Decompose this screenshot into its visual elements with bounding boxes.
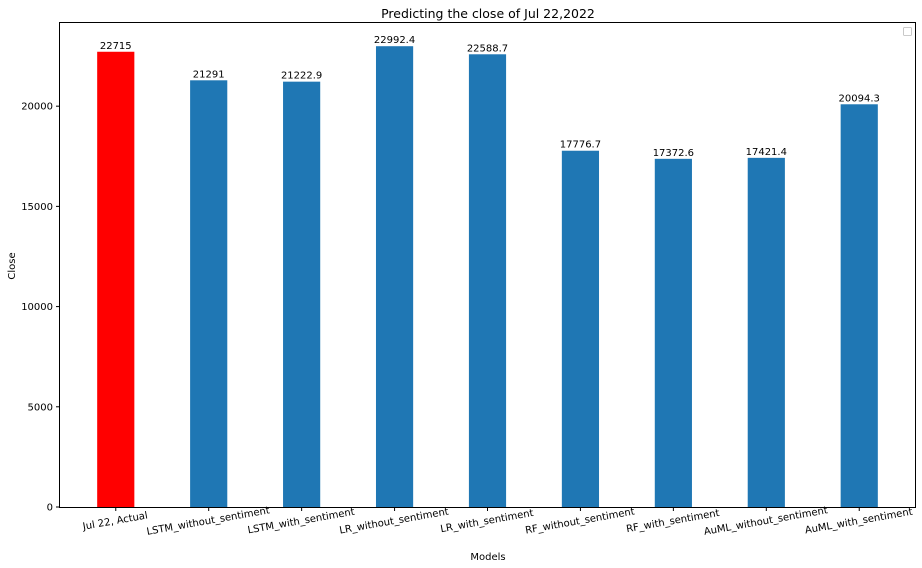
y-tick-label: 15000 xyxy=(21,202,53,213)
bar xyxy=(654,158,692,507)
plot-frame xyxy=(59,22,916,508)
bar xyxy=(190,80,228,508)
legend-box xyxy=(903,27,912,36)
y-tick-label: 20000 xyxy=(21,102,53,113)
y-tick-label: 5000 xyxy=(28,402,53,413)
x-axis-label: Models xyxy=(470,552,505,563)
bar-value-label: 22992.4 xyxy=(374,35,415,46)
bar-value-label: 21222.9 xyxy=(281,71,322,82)
bar xyxy=(840,104,878,507)
bar-value-label: 22715 xyxy=(100,41,132,52)
x-tick-label: LR_without_sentiment xyxy=(339,507,450,537)
bar-value-label: 21291 xyxy=(193,69,225,80)
y-tick-label: 0 xyxy=(47,503,53,514)
bar xyxy=(283,81,321,507)
bar-value-label: 17372.6 xyxy=(653,148,694,159)
x-tick-label: Jul 22, Actual xyxy=(81,510,149,532)
y-axis-label: Close xyxy=(7,252,18,279)
bar xyxy=(97,51,135,508)
bar-value-label: 20094.3 xyxy=(839,93,880,104)
bar-value-label: 17776.7 xyxy=(560,140,601,151)
bar xyxy=(747,157,785,507)
chart-title: Predicting the close of Jul 22,2022 xyxy=(381,6,595,21)
bar-value-label: 17421.4 xyxy=(746,147,787,158)
bar xyxy=(468,54,507,508)
y-tick-label: 10000 xyxy=(21,302,53,313)
x-tick-label: LR_with_sentiment xyxy=(440,508,535,535)
bar xyxy=(375,46,414,507)
bar xyxy=(561,150,600,507)
bar-value-label: 22588.7 xyxy=(467,43,508,54)
